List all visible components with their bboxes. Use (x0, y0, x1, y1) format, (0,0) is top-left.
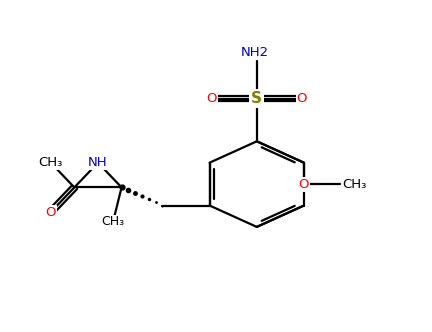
Text: O: O (299, 178, 309, 191)
Text: O: O (45, 206, 56, 218)
Text: O: O (206, 92, 217, 105)
Text: O: O (297, 92, 307, 105)
Text: CH₃: CH₃ (38, 156, 63, 169)
Text: CH₃: CH₃ (343, 178, 367, 191)
Text: S: S (251, 91, 262, 106)
Text: NH2: NH2 (241, 46, 269, 59)
Text: NH: NH (88, 156, 108, 169)
Text: CH₃: CH₃ (102, 215, 124, 228)
